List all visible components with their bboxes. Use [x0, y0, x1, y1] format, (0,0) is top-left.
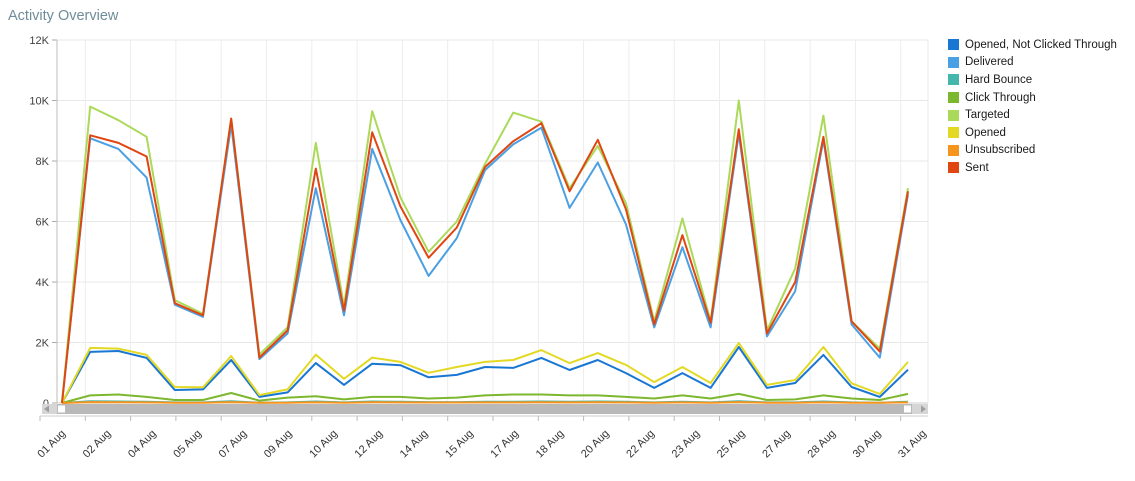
chart-title: Activity Overview: [8, 8, 119, 24]
legend-item-click-through[interactable]: Click Through: [948, 89, 1117, 107]
legend-item-opened[interactable]: Opened: [948, 124, 1117, 142]
series-line-click-through: [61, 392, 909, 404]
legend-item-sent[interactable]: Sent: [948, 159, 1117, 177]
legend-swatch-icon: [948, 127, 959, 139]
series-line-targeted: [61, 99, 909, 404]
x-axis-label: 15 Aug: [443, 428, 476, 461]
legend-swatch-icon: [948, 109, 959, 121]
x-axis-label: 23 Aug: [670, 428, 703, 461]
legend-swatch-icon: [948, 74, 959, 86]
x-axis-label: 09 Aug: [262, 428, 295, 461]
y-axis-label: 12K: [29, 35, 49, 47]
legend-label: Opened: [965, 126, 1006, 139]
legend-label: Delivered: [965, 56, 1014, 69]
legend-label: Click Through: [965, 91, 1036, 104]
x-axis-label: 27 Aug: [760, 428, 793, 461]
series-line-sent: [61, 117, 909, 404]
x-axis-label: 14 Aug: [398, 428, 431, 461]
legend-label: Sent: [965, 161, 989, 174]
x-axis-label: 31 Aug: [896, 428, 929, 461]
x-axis-label: 12 Aug: [353, 428, 386, 461]
legend: Opened, Not Clicked Through Delivered Hard…: [948, 36, 1117, 177]
x-axis-label: 25 Aug: [715, 428, 748, 461]
x-axis-label: 01 Aug: [35, 428, 68, 461]
x-axis-label: 05 Aug: [171, 428, 204, 461]
chart-scrollbar-thumb[interactable]: [57, 404, 912, 414]
y-axis-label: 8K: [36, 156, 50, 168]
scroll-right-icon[interactable]: [921, 405, 926, 413]
legend-item-delivered[interactable]: Delivered: [948, 54, 1117, 72]
series-line-delivered: [61, 123, 909, 404]
x-axis-label: 07 Aug: [217, 428, 250, 461]
y-axis-label: 10K: [29, 96, 49, 108]
x-axis-label: 22 Aug: [624, 428, 657, 461]
legend-label: Unsubscribed: [965, 144, 1036, 157]
legend-swatch-icon: [948, 144, 959, 156]
y-axis-label: 2K: [36, 338, 50, 350]
x-axis-label: 02 Aug: [81, 428, 114, 461]
x-axis-label: 30 Aug: [851, 428, 884, 461]
x-axis-label: 20 Aug: [579, 428, 612, 461]
legend-item-targeted[interactable]: Targeted: [948, 106, 1117, 124]
scroll-left-icon[interactable]: [44, 405, 49, 413]
x-axis-label: 28 Aug: [806, 428, 839, 461]
y-axis-label: 6K: [36, 217, 50, 229]
legend-swatch-icon: [948, 39, 959, 51]
scrollbar-right-handle[interactable]: [904, 405, 911, 413]
y-axis-label: 4K: [36, 277, 50, 289]
legend-swatch-icon: [948, 56, 959, 68]
legend-label: Targeted: [965, 109, 1010, 122]
x-axis-label: 18 Aug: [534, 428, 567, 461]
legend-label: Opened, Not Clicked Through: [965, 38, 1117, 51]
x-axis-label: 17 Aug: [488, 428, 521, 461]
series-line-opened-not-clicked-through: [61, 346, 909, 404]
legend-swatch-icon: [948, 162, 959, 174]
series-line-unsubscribed: [61, 401, 909, 404]
legend-item-unsubscribed[interactable]: Unsubscribed: [948, 142, 1117, 160]
legend-item-opened-not-clicked-through[interactable]: Opened, Not Clicked Through: [948, 36, 1117, 54]
x-axis-label: 04 Aug: [126, 428, 159, 461]
legend-item-hard-bounce[interactable]: Hard Bounce: [948, 71, 1117, 89]
legend-label: Hard Bounce: [965, 73, 1033, 86]
legend-swatch-icon: [948, 92, 959, 104]
series-line-opened: [61, 342, 909, 404]
x-axis-label: 10 Aug: [307, 428, 340, 461]
scrollbar-left-handle[interactable]: [58, 405, 65, 413]
